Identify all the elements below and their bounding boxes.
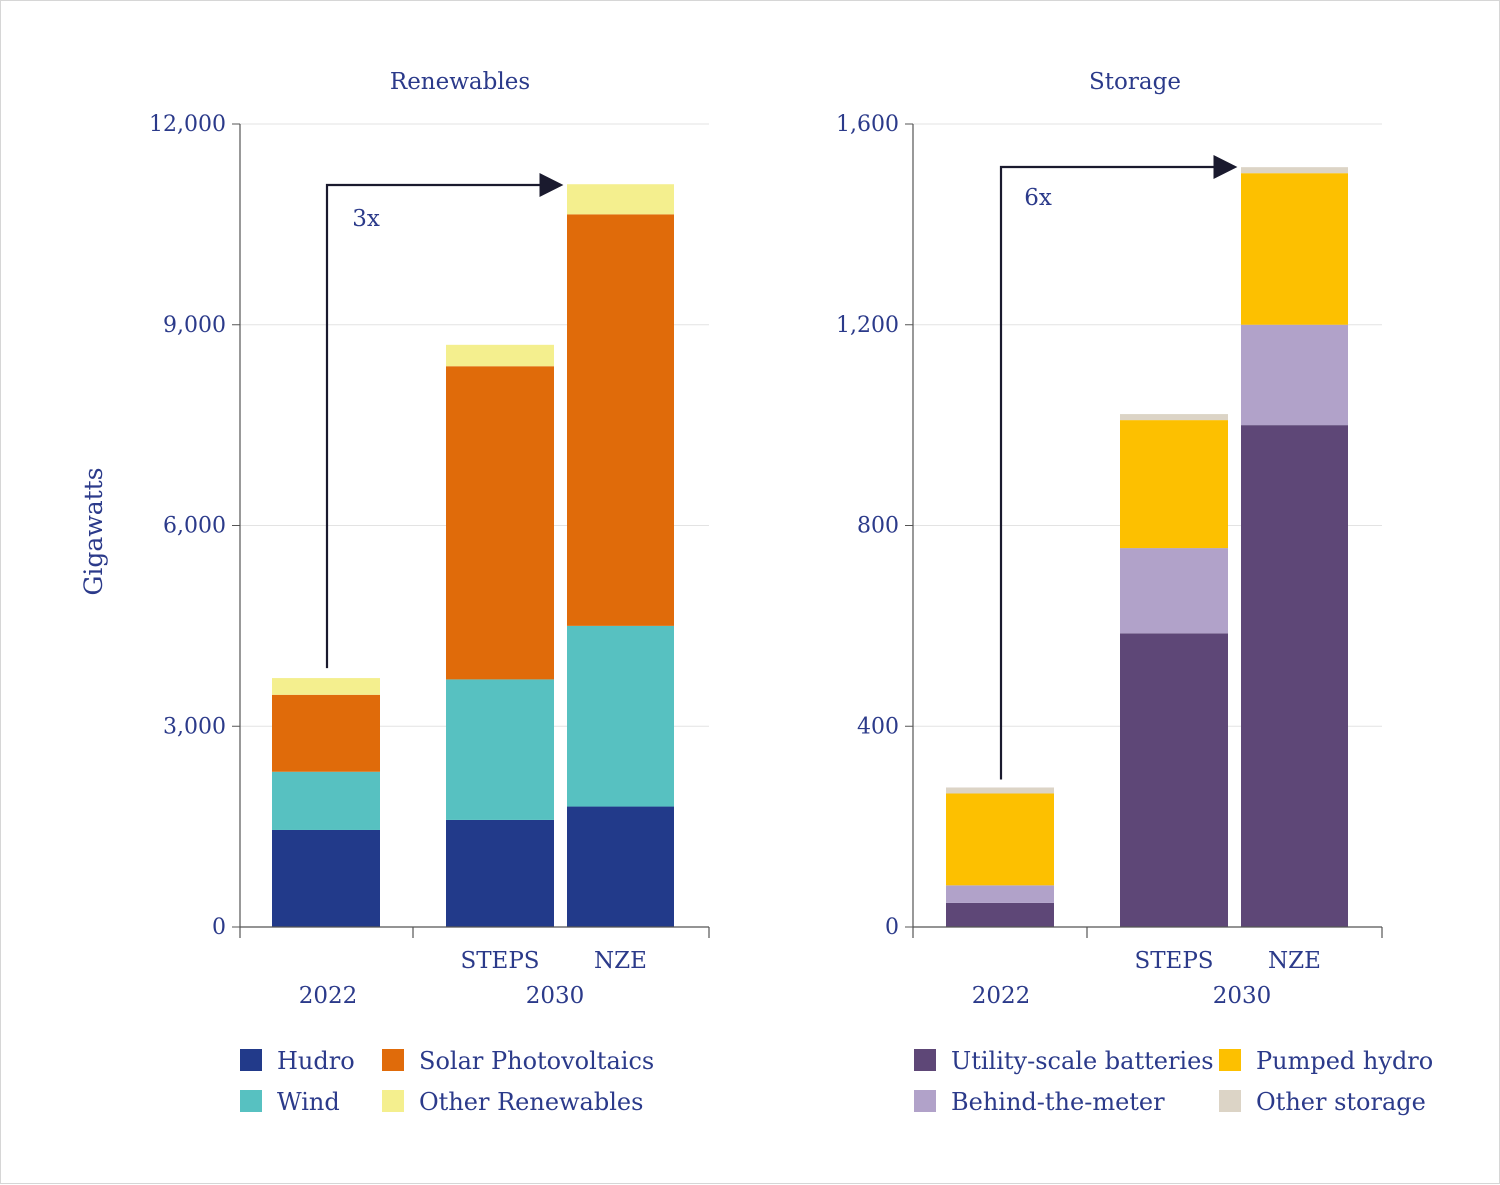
chart-title: Renewables — [390, 69, 530, 95]
bar-segment-steps-wind — [446, 679, 554, 820]
legend-swatch — [1219, 1049, 1241, 1071]
growth-arrow — [325, 173, 564, 669]
bar-segment-steps-pumped-hydro — [1120, 420, 1228, 549]
bar-segment-nze-other-renewables — [567, 184, 674, 215]
y-tick-label: 400 — [857, 714, 899, 739]
y-tick-label: 1,200 — [836, 313, 899, 338]
x-group-label: 2022 — [299, 983, 358, 1009]
x-bar-label: NZE — [1268, 948, 1321, 974]
chart-panel-storage: Storage 0 400 800 1,200 1,600 STEPS NZE 2022 2030… — [836, 69, 1433, 1116]
bar-segment-2022-other-renewables — [272, 678, 380, 695]
legend-label: Pumped hydro — [1256, 1047, 1433, 1075]
bar-segment-steps-solar-photovoltaics — [446, 366, 554, 680]
y-tick-label: 9,000 — [163, 313, 226, 338]
x-group-label: 2030 — [1213, 983, 1272, 1009]
bar-segment-2022-solar-photovoltaics — [272, 694, 380, 772]
x-bar-label: STEPS — [460, 948, 539, 974]
bar-segment-nze-other-storage — [1241, 167, 1348, 174]
legend-swatch — [240, 1049, 262, 1071]
legend-swatch — [382, 1090, 404, 1112]
legend-label: Other storage — [1256, 1088, 1426, 1116]
legend-label: Solar Photovoltaics — [419, 1047, 654, 1075]
bar-segment-nze-wind — [567, 625, 674, 807]
bar-segment-nze-behind-the-meter — [1241, 324, 1348, 426]
y-axis-label: Gigawatts — [79, 467, 108, 595]
legend-label: Hudro — [277, 1047, 355, 1075]
legend-label: Other Renewables — [419, 1088, 643, 1116]
bar-segment-steps-other-storage — [1120, 414, 1228, 421]
x-bar-label: STEPS — [1134, 948, 1213, 974]
bar-segment-nze-hudro — [567, 806, 674, 927]
bar-segment-steps-behind-the-meter — [1120, 548, 1228, 634]
legend-swatch — [240, 1090, 262, 1112]
bar-segment-nze-solar-photovoltaics — [567, 214, 674, 626]
x-bar-label: NZE — [594, 948, 647, 974]
bar-segment-nze-pumped-hydro — [1241, 173, 1348, 325]
legend-label: Wind — [277, 1088, 340, 1116]
y-tick-label: 800 — [857, 514, 899, 539]
y-tick-label: 12,000 — [149, 112, 226, 137]
growth-arrow — [999, 155, 1238, 780]
y-tick-label: 0 — [212, 915, 226, 940]
bar-segment-2022-wind — [272, 771, 380, 830]
y-tick-label: 3,000 — [163, 714, 226, 739]
bar-segment-2022-hudro — [272, 829, 380, 927]
y-tick-label: 1,600 — [836, 112, 899, 137]
bar-segment-steps-hudro — [446, 819, 554, 927]
y-tick-label: 0 — [885, 915, 899, 940]
growth-annotation: 6x — [1024, 185, 1052, 211]
legend-swatch — [914, 1090, 936, 1112]
bar-segment-2022-utility-scale-batteries — [946, 902, 1054, 927]
y-tick-label: 6,000 — [163, 514, 226, 539]
legend-swatch — [1219, 1090, 1241, 1112]
growth-annotation: 3x — [352, 206, 380, 232]
x-group-label: 2022 — [972, 983, 1031, 1009]
bar-segment-steps-utility-scale-batteries — [1120, 633, 1228, 927]
bar-segment-2022-other-storage — [946, 787, 1054, 794]
bar-segment-2022-behind-the-meter — [946, 885, 1054, 903]
legend-swatch — [382, 1049, 404, 1071]
chart-panel-renewables: Renewables Gigawatts 0 3,000 6,000 9,000 12,00… — [79, 69, 710, 1116]
legend-label: Behind-the-meter — [951, 1088, 1165, 1116]
legend-swatch — [914, 1049, 936, 1071]
bar-segment-steps-other-renewables — [446, 344, 554, 367]
legend-label: Utility-scale batteries — [951, 1047, 1214, 1075]
bar-segment-2022-pumped-hydro — [946, 793, 1054, 886]
chart-title: Storage — [1089, 69, 1181, 95]
x-group-label: 2030 — [526, 983, 585, 1009]
bar-segment-nze-utility-scale-batteries — [1241, 425, 1348, 927]
